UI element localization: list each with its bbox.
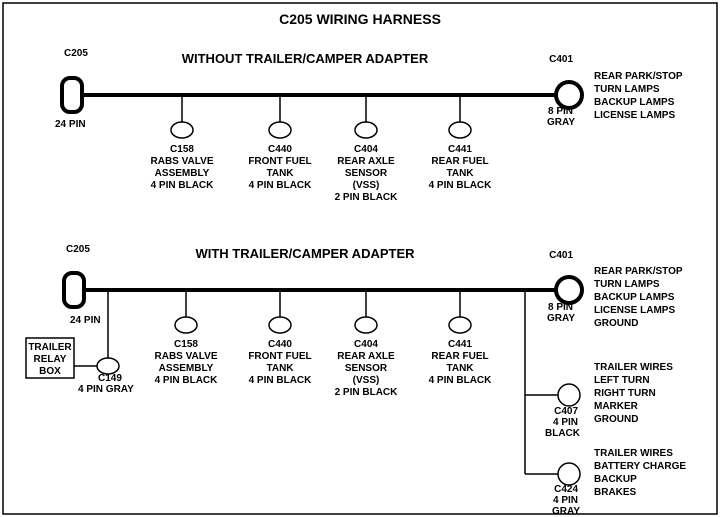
bot-drop-lbl-2-2: (VSS)	[353, 375, 380, 386]
top-drop-lbl-3-1: TANK	[446, 168, 474, 179]
c149-sub: 4 PIN GRAY	[78, 384, 134, 395]
bot-left-sub: 24 PIN	[70, 315, 101, 326]
top-right-sub1: 8 PIN	[548, 106, 573, 117]
bot-right-connector	[556, 277, 582, 303]
top-left-sub: 24 PIN	[55, 119, 86, 130]
bot-left-label: C205	[66, 244, 90, 255]
bot-drop-lbl-2-0: REAR AXLE	[337, 351, 395, 362]
c407-side-1: LEFT TURN	[594, 375, 650, 386]
bot-drop-lbl-2-1: SENSOR	[345, 363, 388, 374]
bot-drop-lbl-0-1: ASSEMBLY	[159, 363, 214, 374]
bot-drop-lbl-3-0: REAR FUEL	[431, 351, 488, 362]
bot-right-label: C401	[549, 250, 573, 261]
bot-drop-lbl-3-2: 4 PIN BLACK	[429, 375, 493, 386]
top-drop-lbl-1-2: 4 PIN BLACK	[249, 180, 313, 191]
bot-drop-lbl-1-2: 4 PIN BLACK	[249, 375, 313, 386]
c424-side-1: BATTERY CHARGE	[594, 461, 686, 472]
top-drop-lbl-2-2: (VSS)	[353, 180, 380, 191]
top-drop-lbl-0-1: ASSEMBLY	[155, 168, 210, 179]
top-subtitle: WITHOUT TRAILER/CAMPER ADAPTER	[182, 51, 429, 66]
bot-subtitle: WITH TRAILER/CAMPER ADAPTER	[195, 246, 415, 261]
bot-right-side-0: REAR PARK/STOP	[594, 266, 683, 277]
bot-drop-lbl-0-0: RABS VALVE	[155, 351, 218, 362]
top-right-side-3: LICENSE LAMPS	[594, 110, 675, 121]
top-drop-code-3: C441	[448, 144, 472, 155]
bot-drop-lbl-1-0: FRONT FUEL	[248, 351, 311, 362]
top-left-label: C205	[64, 48, 88, 59]
top-drop-lbl-3-2: 4 PIN BLACK	[429, 180, 493, 191]
c149-code: C149	[98, 373, 122, 384]
bot-drop-lbl-2-3: 2 PIN BLACK	[335, 387, 399, 398]
top-drop-oval-2	[355, 122, 377, 138]
bot-drop-code-1: C440	[268, 339, 292, 350]
top-drop-oval-1	[269, 122, 291, 138]
bot-drop-oval-1	[269, 317, 291, 333]
top-drop-lbl-2-3: 2 PIN BLACK	[335, 192, 399, 203]
trailer-relay-box-lbl-1: RELAY	[34, 354, 67, 365]
c407-side-4: GROUND	[594, 414, 638, 425]
bot-drop-oval-2	[355, 317, 377, 333]
top-right-label: C401	[549, 54, 573, 65]
top-drop-lbl-3-0: REAR FUEL	[431, 156, 488, 167]
top-right-connector	[556, 82, 582, 108]
c424-side-3: BRAKES	[594, 487, 637, 498]
top-drop-lbl-2-1: SENSOR	[345, 168, 388, 179]
trailer-relay-box-lbl-2: BOX	[39, 366, 61, 377]
top-drop-lbl-2-0: REAR AXLE	[337, 156, 395, 167]
top-right-side-2: BACKUP LAMPS	[594, 97, 675, 108]
top-drop-oval-0	[171, 122, 193, 138]
top-right-side-0: REAR PARK/STOP	[594, 71, 683, 82]
top-left-connector	[62, 78, 82, 112]
c407-oval	[558, 384, 580, 406]
bot-drop-code-0: C158	[174, 339, 198, 350]
bot-right-side-3: LICENSE LAMPS	[594, 305, 675, 316]
top-drop-lbl-0-0: RABS VALVE	[151, 156, 214, 167]
c424-side-0: TRAILER WIRES	[594, 448, 673, 459]
top-drop-code-1: C440	[268, 144, 292, 155]
bot-right-sub1: 8 PIN	[548, 302, 573, 313]
bot-left-connector	[64, 273, 84, 307]
top-drop-lbl-1-0: FRONT FUEL	[248, 156, 311, 167]
c407-side-0: TRAILER WIRES	[594, 362, 673, 373]
c407-sub1: 4 PIN	[553, 417, 578, 428]
c424-code: C424	[554, 484, 578, 495]
c424-side-2: BACKUP	[594, 474, 637, 485]
bot-right-side-4: GROUND	[594, 318, 638, 329]
bot-drop-lbl-0-2: 4 PIN BLACK	[155, 375, 219, 386]
top-drop-code-2: C404	[354, 144, 378, 155]
trailer-relay-box-lbl-0: TRAILER	[28, 342, 72, 353]
bot-drop-code-3: C441	[448, 339, 472, 350]
main-title: C205 WIRING HARNESS	[279, 11, 441, 27]
top-right-sub2: GRAY	[547, 117, 575, 128]
c424-sub1: 4 PIN	[553, 495, 578, 506]
bot-right-side-1: TURN LAMPS	[594, 279, 660, 290]
c407-side-2: RIGHT TURN	[594, 388, 656, 399]
top-drop-oval-3	[449, 122, 471, 138]
bot-drop-oval-3	[449, 317, 471, 333]
c424-oval	[558, 463, 580, 485]
top-drop-lbl-1-1: TANK	[266, 168, 294, 179]
bot-drop-lbl-3-1: TANK	[446, 363, 474, 374]
c149-oval	[97, 358, 119, 374]
c424-sub2: GRAY	[552, 506, 580, 517]
top-right-side-1: TURN LAMPS	[594, 84, 660, 95]
top-drop-lbl-0-2: 4 PIN BLACK	[151, 180, 215, 191]
c407-code: C407	[554, 406, 578, 417]
bot-drop-lbl-1-1: TANK	[266, 363, 294, 374]
bot-drop-code-2: C404	[354, 339, 378, 350]
c407-side-3: MARKER	[594, 401, 639, 412]
bot-drop-oval-0	[175, 317, 197, 333]
bot-right-side-2: BACKUP LAMPS	[594, 292, 675, 303]
c407-sub2: BLACK	[545, 428, 581, 439]
top-drop-code-0: C158	[170, 144, 194, 155]
bot-right-sub2: GRAY	[547, 313, 575, 324]
